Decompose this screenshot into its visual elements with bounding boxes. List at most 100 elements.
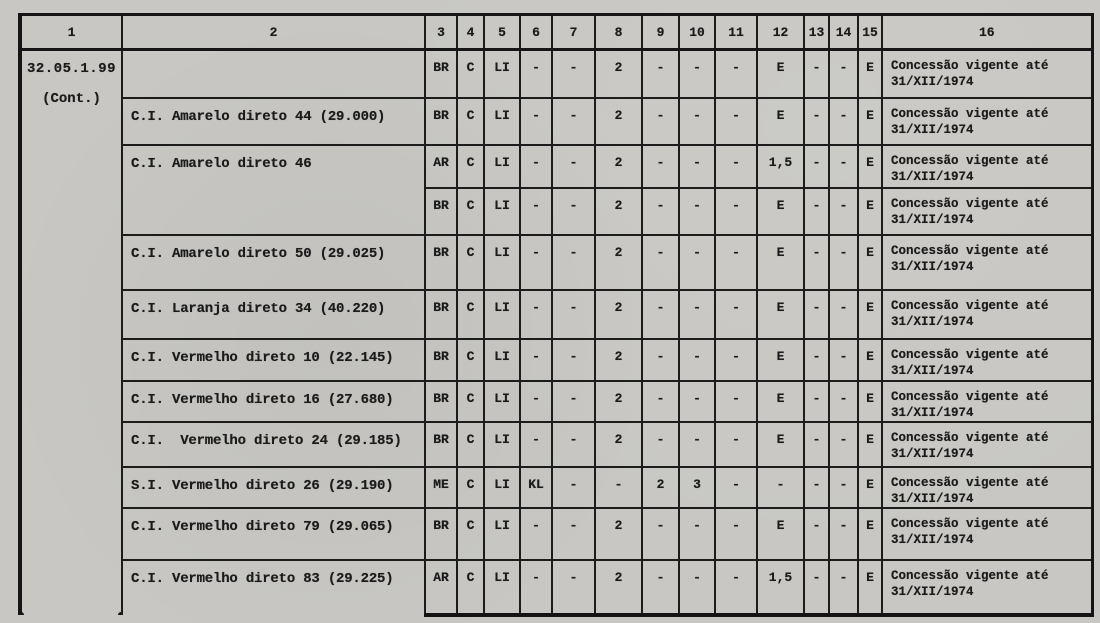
table-cell: E xyxy=(756,186,805,236)
table-cell: - xyxy=(828,337,859,382)
table-cell: - xyxy=(551,233,596,291)
table-cell: - xyxy=(551,337,596,382)
table-cell: - xyxy=(519,96,553,146)
table-cell: - xyxy=(803,420,830,468)
table-cell: - xyxy=(714,96,758,146)
table-cell: - xyxy=(551,288,596,340)
table-cell: - xyxy=(678,48,716,99)
table-cell: - xyxy=(519,506,553,561)
table-cell: C xyxy=(456,420,485,468)
table-row: C.I. Laranja direto 34 (40.220) BR C LI - -2-… xyxy=(20,288,1094,340)
table-cell: E xyxy=(857,186,883,236)
table-cell: - xyxy=(803,143,830,189)
table-cell: 1,5 xyxy=(756,558,805,617)
table-cell: LI xyxy=(483,233,521,291)
table-cell: BR xyxy=(424,337,458,382)
concession-table: 1 2 3 4 5 6 7 8 9 10 11 12 13 14 15 16 32.05.1.99 (Cont.… xyxy=(18,13,1094,617)
table-cell: LI xyxy=(483,465,521,509)
table-cell: - xyxy=(641,143,680,189)
table-cell: LI xyxy=(483,143,521,189)
table-cell: - xyxy=(714,337,758,382)
table-cell: - xyxy=(828,186,859,236)
table-cell: C xyxy=(456,186,485,236)
table-cell: E xyxy=(756,506,805,561)
table-cell: - xyxy=(641,186,680,236)
row-description xyxy=(121,48,426,99)
table-cell: - xyxy=(519,379,553,423)
table-row: C.I. Amarelo direto 50 (29.025) BR C LI - -2-… xyxy=(20,233,1094,291)
table-cell: - xyxy=(803,379,830,423)
table-cell: - xyxy=(828,465,859,509)
row-note: Concessão vigente até 31/XII/1974 xyxy=(881,96,1094,146)
table-cell: C xyxy=(456,96,485,146)
table-cell: - xyxy=(828,288,859,340)
row-note: Concessão vigente até 31/XII/1974 xyxy=(881,558,1094,617)
row-description: C.I. Vermelho direto 24 (29.185) xyxy=(121,420,426,468)
table-body: 32.05.1.99 (Cont.) BR C LI - -2- - - E - - E Concessã… xyxy=(18,48,1094,617)
table-row: C.I. Vermelho direto 16 (27.680) BR C LI - -2… xyxy=(20,379,1094,423)
table-row: C.I. Vermelho direto 83 (29.225) AR C LI - -2… xyxy=(20,558,1094,617)
table-cell: BR xyxy=(424,379,458,423)
table-cell: - xyxy=(803,96,830,146)
table-cell: 2 xyxy=(594,506,643,561)
table-cell: KL xyxy=(519,465,553,509)
table-cell: E xyxy=(857,337,883,382)
row-description: C.I. Amarelo direto 50 (29.025) xyxy=(121,233,426,291)
table-cell: 2 xyxy=(594,379,643,423)
column-header: 8 xyxy=(594,13,643,51)
table-cell: - xyxy=(641,288,680,340)
table-cell: LI xyxy=(483,420,521,468)
table-cell: LI xyxy=(483,558,521,617)
table-cell: - xyxy=(803,558,830,617)
table-cell: - xyxy=(803,233,830,291)
table-cell: - xyxy=(714,558,758,617)
table-cell: - xyxy=(678,506,716,561)
table-cell: - xyxy=(828,420,859,468)
table-cell: 2 xyxy=(594,96,643,146)
column-header: 5 xyxy=(483,13,521,51)
table-cell: C xyxy=(456,233,485,291)
column-header: 10 xyxy=(678,13,716,51)
table-cell: E xyxy=(857,143,883,189)
table-cell: - xyxy=(678,143,716,189)
table-cell: - xyxy=(551,506,596,561)
table-cell: BR xyxy=(424,506,458,561)
table-row: C.I. Vermelho direto 10 (22.145) BR C LI - -2… xyxy=(20,337,1094,382)
header-row: 1 2 3 4 5 6 7 8 9 10 11 12 13 14 15 16 xyxy=(18,13,1094,51)
table-cell: - xyxy=(551,96,596,146)
table-cell: E xyxy=(756,420,805,468)
table-cell: C xyxy=(456,48,485,99)
table-cell: - xyxy=(641,337,680,382)
table-cell: 2 xyxy=(594,420,643,468)
table-cell: LI xyxy=(483,379,521,423)
column-header: 11 xyxy=(714,13,758,51)
table-cell: - xyxy=(678,379,716,423)
table-cell: - xyxy=(714,506,758,561)
table-cell: LI xyxy=(483,96,521,146)
table-cell: E xyxy=(857,379,883,423)
table-cell: - xyxy=(519,186,553,236)
table-cell: - xyxy=(803,48,830,99)
row-description: C.I. Amarelo direto 46 xyxy=(121,143,426,236)
table-cell: - xyxy=(551,143,596,189)
table-cell: E xyxy=(857,420,883,468)
table-cell: - xyxy=(714,48,758,99)
table-cell: E xyxy=(756,233,805,291)
table-row: C.I. Vermelho direto 79 (29.065) BR C LI - -2… xyxy=(20,506,1094,561)
table-cell: - xyxy=(803,506,830,561)
table-cell: - xyxy=(803,288,830,340)
table-row: 32.05.1.99 (Cont.) BR C LI - -2- - - E - - E Concessã… xyxy=(18,48,1094,615)
table-cell: E xyxy=(756,48,805,99)
table-cell: LI xyxy=(483,337,521,382)
table-cell: AR xyxy=(424,143,458,189)
table-cell: - xyxy=(551,186,596,236)
table-cell: 2 xyxy=(594,233,643,291)
table-cell: - xyxy=(641,558,680,617)
group-code: 32.05.1.99 xyxy=(26,61,116,77)
column-header: 7 xyxy=(551,13,596,51)
row-note: Concessão vigente até 31/XII/1974 xyxy=(881,288,1094,340)
table-cell: BR xyxy=(424,420,458,468)
table-cell: - xyxy=(678,337,716,382)
row-note: Concessão vigente até 31/XII/1974 xyxy=(881,143,1094,189)
